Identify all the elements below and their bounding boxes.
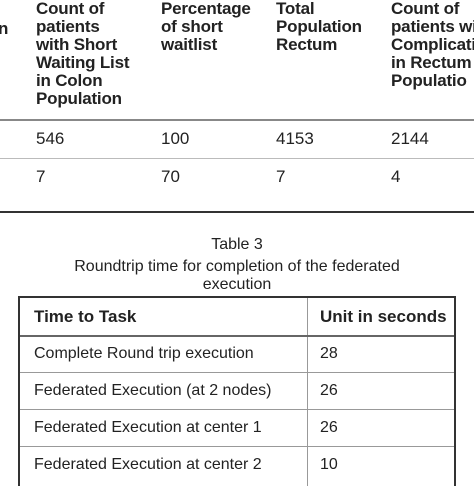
header-divider bbox=[20, 335, 454, 337]
column-divider bbox=[307, 298, 308, 486]
table-label: Table 3 bbox=[211, 236, 263, 253]
table-row: Federated Execution (at 2 nodes) 26 bbox=[34, 382, 338, 399]
table-bottom-border bbox=[0, 211, 474, 213]
header-divider bbox=[0, 119, 474, 121]
column-header-unit: Unit in seconds bbox=[320, 307, 447, 326]
column-header-time-to-task: Time to Task bbox=[34, 307, 137, 326]
table-3: Time to Task Unit in seconds Complete Ro… bbox=[18, 296, 456, 486]
table-2-fragment: n Count of patients with Short Waiting L… bbox=[0, 0, 474, 215]
table-header-row: Time to Task Unit in seconds bbox=[20, 298, 454, 335]
row-divider bbox=[20, 409, 454, 410]
table-row: Complete Round trip execution 28 bbox=[34, 345, 338, 362]
table-caption-line-1: Roundtrip time for completion of the fed… bbox=[74, 258, 400, 275]
table-row: Federated Execution at center 1 26 bbox=[34, 419, 338, 436]
column-header-0: n bbox=[0, 19, 9, 38]
column-header-2: Percentage of short waitlist bbox=[161, 0, 251, 54]
table-row: Federated Execution at center 2 10 bbox=[34, 456, 338, 473]
column-header-1: Count of patients with Short Waiting Lis… bbox=[36, 0, 130, 108]
row-divider bbox=[20, 446, 454, 447]
row-divider bbox=[0, 158, 474, 159]
table-caption-line-2: execution bbox=[202, 276, 272, 293]
column-header-4: Count of patients wi Complicati in Rectu… bbox=[391, 0, 474, 90]
column-header-3: Total Population Rectum bbox=[276, 0, 362, 54]
row-divider bbox=[20, 372, 454, 373]
